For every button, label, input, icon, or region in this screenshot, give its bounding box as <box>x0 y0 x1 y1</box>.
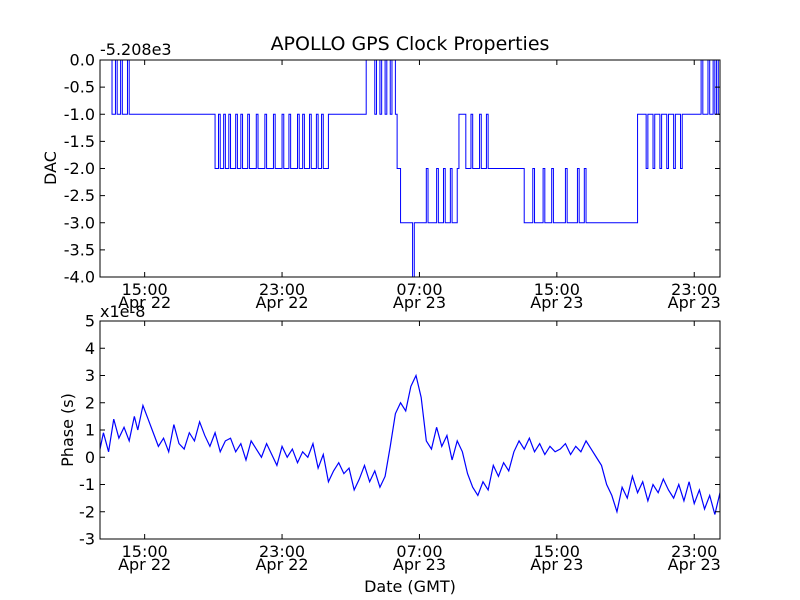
x-axis-label: Date (GMT) <box>364 577 456 596</box>
phase-xtick-date-label: Apr 23 <box>668 555 721 574</box>
dac-series-line-0 <box>100 60 720 277</box>
dac-plot-area: 0.0 -0.5 -1.0 -1.5 -2.0 -2.5 -3.0 -3.5 -4.0 15:00… <box>64 51 721 313</box>
dac-ytick-label: 0.0 <box>70 51 95 70</box>
phase-axis-label: Phase (s) <box>58 393 77 467</box>
dac-ytick-label: -3.5 <box>64 240 95 259</box>
phase-ytick-label: -2 <box>79 502 95 521</box>
phase-ytick-label: -3 <box>79 530 95 549</box>
phase-xtick-date-label: Apr 23 <box>393 555 446 574</box>
dac-xtick-time-label: 07:00 <box>396 280 442 299</box>
phase-xtick-time-label: 23:00 <box>671 542 717 561</box>
phase-ytick-label: -1 <box>79 475 95 494</box>
phase-ytick-label: 5 <box>85 312 95 331</box>
phase-axes-frame <box>99 320 721 540</box>
phase-xtick-time-label: 23:00 <box>259 542 305 561</box>
dac-xtick-time-label: 15:00 <box>122 280 168 299</box>
phase-ytick-label: 4 <box>85 339 95 358</box>
dac-panel: -5.208e3 DAC 0.0 -0.5 -1.0 -1.5 -2.0 -2.5 -3.0… <box>41 40 721 312</box>
phase-xtick-date-label: Apr 22 <box>255 555 308 574</box>
dac-ytick-label: -2.5 <box>64 186 95 205</box>
dac-xtick-time-label: 23:00 <box>259 280 305 299</box>
phase-ytick-label: 0 <box>85 448 95 467</box>
dac-axis-label: DAC <box>41 151 60 185</box>
dac-xtick-date-label: Apr 22 <box>255 293 308 312</box>
dac-axes-frame <box>99 59 721 278</box>
dac-xtick-date-label: Apr 22 <box>118 293 171 312</box>
dac-xtick-time-label: 15:00 <box>534 280 580 299</box>
phase-series-line-0 <box>100 373 720 515</box>
phase-offset-text: x1e-8 <box>100 302 145 321</box>
phase-xtick-date-label: Apr 23 <box>530 555 583 574</box>
phase-xtick-date-label: Apr 22 <box>118 555 171 574</box>
dac-ytick-label: -2.0 <box>64 159 95 178</box>
dac-ytick-label: -4.0 <box>64 268 95 287</box>
phase-xtick-time-label: 15:00 <box>534 542 580 561</box>
phase-xtick-time-label: 07:00 <box>396 542 442 561</box>
phase-ytick-label: 2 <box>85 393 95 412</box>
phase-xtick-time-label: 15:00 <box>122 542 168 561</box>
chart-title: APOLLO GPS Clock Properties <box>271 33 550 55</box>
dac-ytick-label: -1.5 <box>64 132 95 151</box>
phase-ytick-label: 3 <box>85 366 95 385</box>
dac-ytick-label: -0.5 <box>64 78 95 97</box>
phase-ytick-label: 1 <box>85 421 95 440</box>
dac-offset-text: -5.208e3 <box>100 40 172 59</box>
dac-xtick-time-label: 23:00 <box>671 280 717 299</box>
dac-ytick-label: -3.0 <box>64 213 95 232</box>
dac-ytick-label: -1.0 <box>64 105 95 124</box>
dac-xtick-date-label: Apr 23 <box>530 293 583 312</box>
dac-xtick-date-label: Apr 23 <box>668 293 721 312</box>
dac-xtick-date-label: Apr 23 <box>393 293 446 312</box>
